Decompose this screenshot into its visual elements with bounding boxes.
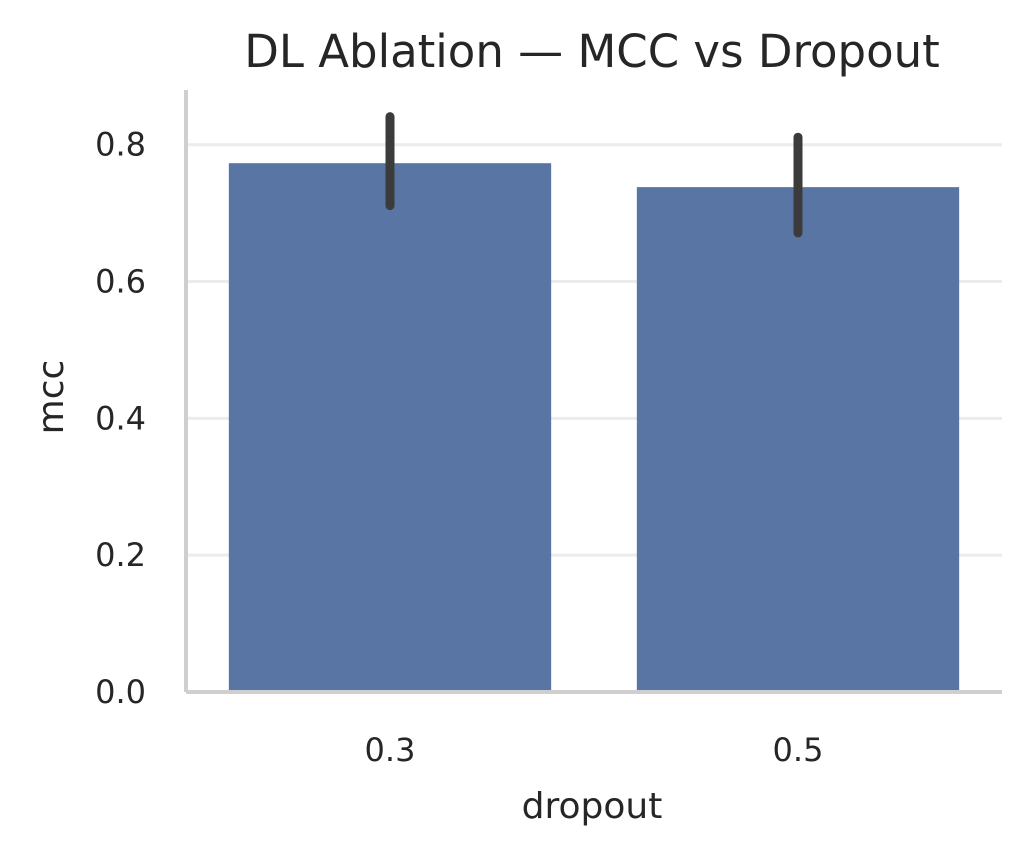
x-tick-labels: 0.3 0.5 <box>365 731 824 769</box>
x-tick-label: 0.5 <box>773 731 824 769</box>
bar <box>636 187 960 692</box>
y-tick-label: 0.6 <box>95 263 146 301</box>
axes-spines <box>184 90 1002 694</box>
y-tick-label: 0.0 <box>95 673 146 711</box>
chart-title: DL Ablation — MCC vs Dropout <box>244 25 940 78</box>
bar <box>228 163 552 692</box>
y-tick-label: 0.4 <box>95 399 146 437</box>
y-tick-label: 0.8 <box>95 126 146 164</box>
x-axis-label: dropout <box>522 786 663 827</box>
error-bars <box>385 112 803 238</box>
y-tick-labels: 0.0 0.2 0.4 0.6 0.8 <box>95 126 146 711</box>
y-tick-label: 0.2 <box>95 536 146 574</box>
bars <box>228 163 960 692</box>
x-tick-label: 0.3 <box>365 731 416 769</box>
y-axis-label: mcc <box>31 360 72 435</box>
